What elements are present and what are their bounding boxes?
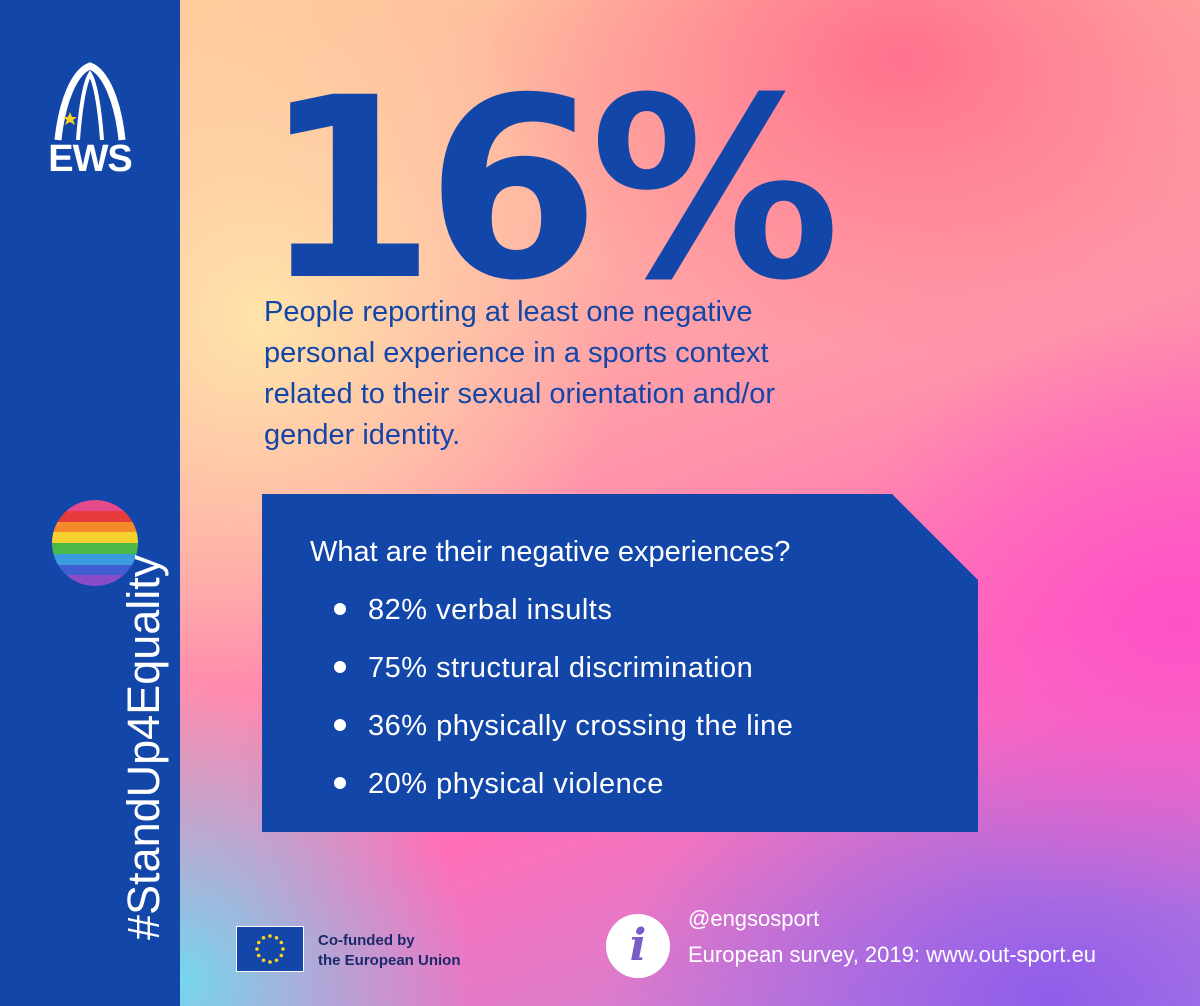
eu-star-icon xyxy=(255,947,259,951)
star-icon xyxy=(63,112,77,125)
info-glyph: i xyxy=(629,920,647,971)
eu-star-icon xyxy=(268,960,272,964)
eu-star-icon xyxy=(279,953,284,958)
experiences-title: What are their negative experiences? xyxy=(310,536,791,568)
eu-star-icon xyxy=(261,935,266,940)
eu-line-1: Co-funded by xyxy=(318,932,415,949)
rainbow-stripe xyxy=(52,521,138,533)
source-citation: European survey, 2019: www.out-sport.eu xyxy=(688,942,1097,967)
rainbow-stripe xyxy=(52,575,138,586)
rainbow-stripe xyxy=(52,510,138,522)
rainbow-stripe xyxy=(52,564,138,576)
rainbow-stripe xyxy=(52,532,138,544)
eu-cofunded-text: Co-funded by the European Union xyxy=(318,931,461,971)
logo-text: EWS xyxy=(48,138,133,180)
rainbow-stripe xyxy=(52,553,138,565)
eu-line-2: the European Union xyxy=(318,952,461,969)
social-handle: @engsosport xyxy=(688,906,820,931)
list-item: 20% physical violence xyxy=(334,766,793,824)
experiences-box: What are their negative experiences? 82%… xyxy=(262,494,978,832)
ews-logo: EWS xyxy=(44,62,136,182)
eu-star-icon xyxy=(268,934,272,938)
eu-star-icon xyxy=(256,953,261,958)
experiences-list: 82% verbal insults 75% structural discri… xyxy=(334,592,793,824)
list-item: 82% verbal insults xyxy=(334,592,793,650)
eu-flag-icon xyxy=(236,926,304,972)
arch-logo-icon xyxy=(54,62,126,141)
eu-star-icon xyxy=(256,940,261,945)
info-icon: i xyxy=(606,914,670,978)
list-item: 75% structural discrimination xyxy=(334,650,793,708)
rainbow-stripe xyxy=(52,500,138,512)
eu-star-icon xyxy=(274,935,279,940)
eu-star-icon xyxy=(274,958,279,963)
list-item: 36% physically crossing the line xyxy=(334,708,793,766)
hashtag: #StandUp4Equality xyxy=(118,554,169,940)
headline-description: People reporting at least one negative p… xyxy=(264,296,776,451)
rainbow-stripe xyxy=(52,543,138,555)
eu-star-icon xyxy=(279,940,284,945)
eu-star-icon xyxy=(261,958,266,963)
headline-stat: 16% xyxy=(262,44,840,335)
rainbow-flag-icon xyxy=(52,500,138,586)
eu-star-icon xyxy=(281,947,285,951)
sidebar: EWS #StandUp4Equality xyxy=(0,0,180,1006)
